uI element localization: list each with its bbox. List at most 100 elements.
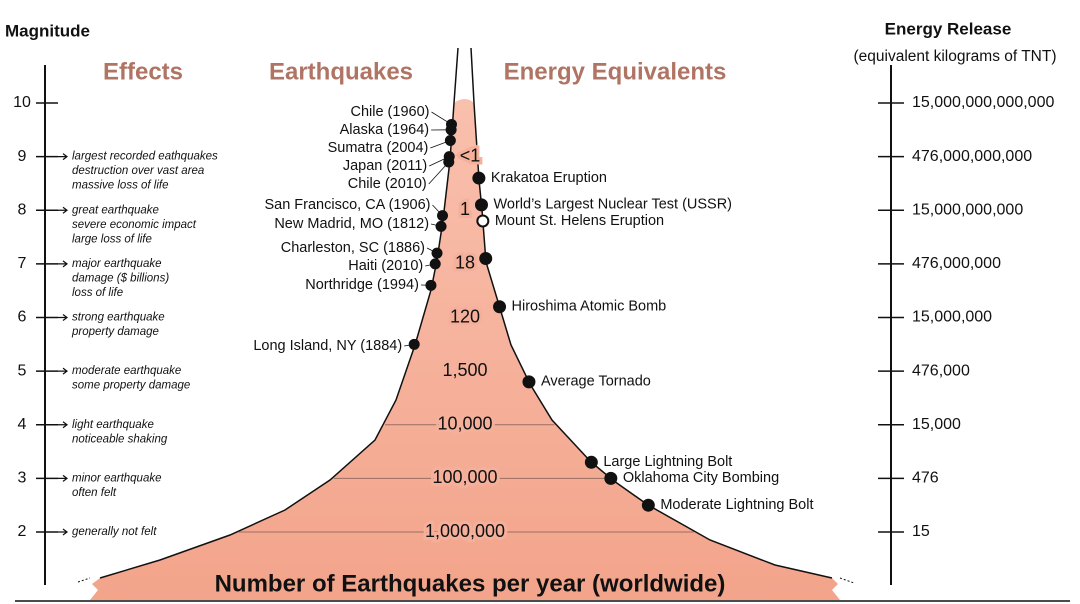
frequency: 1,000,000 — [425, 521, 505, 541]
energy-dot — [472, 171, 486, 185]
frequency: 1 — [460, 199, 470, 219]
earthquake-label: Sumatra (2004) — [328, 140, 429, 156]
energy-dot — [604, 471, 618, 485]
funnel-edge — [99, 47, 459, 579]
energy-dot — [474, 198, 488, 212]
earthquake-label: Charleston, SC (1886) — [281, 240, 425, 256]
earthquake-label: Northridge (1994) — [305, 277, 419, 293]
energy-dot — [641, 498, 655, 512]
energy-label: 15,000 — [912, 416, 961, 433]
arrow — [58, 367, 68, 375]
energy-dot — [584, 455, 598, 469]
earthquake-dot — [437, 210, 449, 222]
footer-title: Number of Earthquakes per year (worldwid… — [215, 570, 726, 597]
energy-equivalent-label: Krakatoa Eruption — [491, 170, 607, 186]
magnitude-label: 5 — [18, 362, 27, 379]
energy-label: 15,000,000 — [912, 309, 992, 326]
earthquake-dot — [408, 338, 420, 350]
effect-text: generally not felt — [72, 526, 157, 538]
funnel-fill — [90, 99, 840, 600]
magnitude-label: 2 — [18, 523, 27, 540]
effects-heading: Effects — [103, 58, 183, 85]
energy-label: 15 — [912, 523, 930, 540]
energy-equivalent-label: Hiroshima Atomic Bomb — [512, 299, 667, 315]
earthquake-dot — [429, 258, 441, 270]
energy-label: 476 — [912, 470, 939, 487]
energy-dot — [479, 252, 493, 266]
earthquakes-heading: Earthquakes — [269, 58, 413, 85]
magnitude-label: 9 — [18, 148, 27, 165]
earthquake-label: New Madrid, MO (1812) — [274, 216, 429, 232]
effect-text: massive loss of life — [72, 180, 169, 192]
energy-equivalent-label: Moderate Lightning Bolt — [660, 497, 813, 513]
effect-text: often felt — [72, 487, 117, 499]
energy-label: 476,000,000 — [912, 255, 1001, 272]
effect-text: some property damage — [72, 380, 190, 392]
effect-text: severe economic impact — [72, 219, 197, 231]
energy-dot — [493, 300, 507, 314]
magnitude-label: 6 — [18, 309, 27, 326]
arrow — [58, 260, 68, 268]
arrow — [58, 153, 68, 161]
effect-text: light earthquake — [72, 419, 154, 431]
earthquake-dot — [443, 156, 455, 168]
arrow — [58, 206, 68, 214]
magnitude-label: 4 — [18, 416, 27, 433]
right-axis-subtitle: (equivalent kilograms of TNT) — [853, 48, 1056, 65]
effect-text: minor earthquake — [72, 472, 162, 484]
energy-equivalent-label: Oklahoma City Bombing — [623, 470, 779, 486]
break-mark — [77, 577, 855, 584]
effect-text: property damage — [71, 326, 159, 338]
effect-text: large loss of life — [72, 233, 152, 245]
earthquake-label: Chile (2010) — [348, 176, 427, 192]
magnitude-label: 10 — [13, 94, 31, 111]
energy-dot — [522, 375, 536, 389]
earthquake-label: Long Island, NY (1884) — [253, 338, 402, 354]
energy-equivalent-label: Average Tornado — [541, 374, 651, 390]
right-axis-title: Energy Release — [885, 19, 1012, 38]
arrow — [58, 314, 68, 321]
energy-heading: Energy Equivalents — [504, 58, 727, 85]
energy-label: 476,000,000,000 — [912, 148, 1032, 165]
effect-text: moderate earthquake — [72, 365, 181, 377]
effect-text: strong earthquake — [72, 312, 165, 324]
earthquake-label: Chile (1960) — [350, 104, 429, 120]
frequency: 100,000 — [432, 467, 497, 487]
energy-equivalent-label: World’s Largest Nuclear Test (USSR) — [493, 197, 732, 213]
frequency: 1,500 — [442, 360, 487, 380]
left-axis-title: Magnitude — [5, 21, 90, 40]
earthquake-dot — [444, 135, 456, 147]
effect-text: loss of life — [72, 287, 123, 299]
energy-dot-hollow — [476, 214, 490, 228]
earthquake-label: Alaska (1964) — [340, 122, 429, 138]
frequency: 18 — [455, 253, 475, 273]
magnitude-label: 8 — [18, 201, 27, 218]
magnitude-label: 3 — [18, 470, 27, 487]
arrow — [58, 528, 68, 536]
earthquake-label: Haiti (2010) — [348, 258, 423, 274]
effect-text: destruction over vast area — [72, 165, 204, 177]
earthquake-label: San Francisco, CA (1906) — [264, 197, 430, 213]
energy-equivalent-label: Large Lightning Bolt — [603, 454, 732, 470]
effect-text: damage ($ billions) — [72, 272, 169, 284]
earthquake-dot — [431, 247, 443, 259]
earthquake-label: Japan (2011) — [343, 158, 427, 174]
frequency: <1 — [460, 145, 481, 165]
arrow — [58, 474, 68, 482]
earthquake-dot — [425, 279, 437, 291]
effect-text: major earthquake — [72, 258, 162, 270]
earthquake-dot — [445, 124, 457, 136]
earthquake-dot — [435, 220, 447, 232]
frequency: 10,000 — [437, 414, 492, 434]
arrow — [58, 421, 68, 429]
effect-text: great earthquake — [72, 204, 159, 216]
frequency: 120 — [450, 306, 480, 326]
effect-text: largest recorded eathquakes — [72, 151, 218, 163]
magnitude-label: 7 — [18, 255, 27, 272]
energy-label: 15,000,000,000 — [912, 201, 1023, 218]
energy-label: 476,000 — [912, 362, 970, 379]
energy-label: 15,000,000,000,000 — [912, 94, 1054, 111]
effect-text: noticeable shaking — [72, 433, 168, 445]
energy-equivalent-label: Mount St. Helens Eruption — [495, 213, 664, 229]
